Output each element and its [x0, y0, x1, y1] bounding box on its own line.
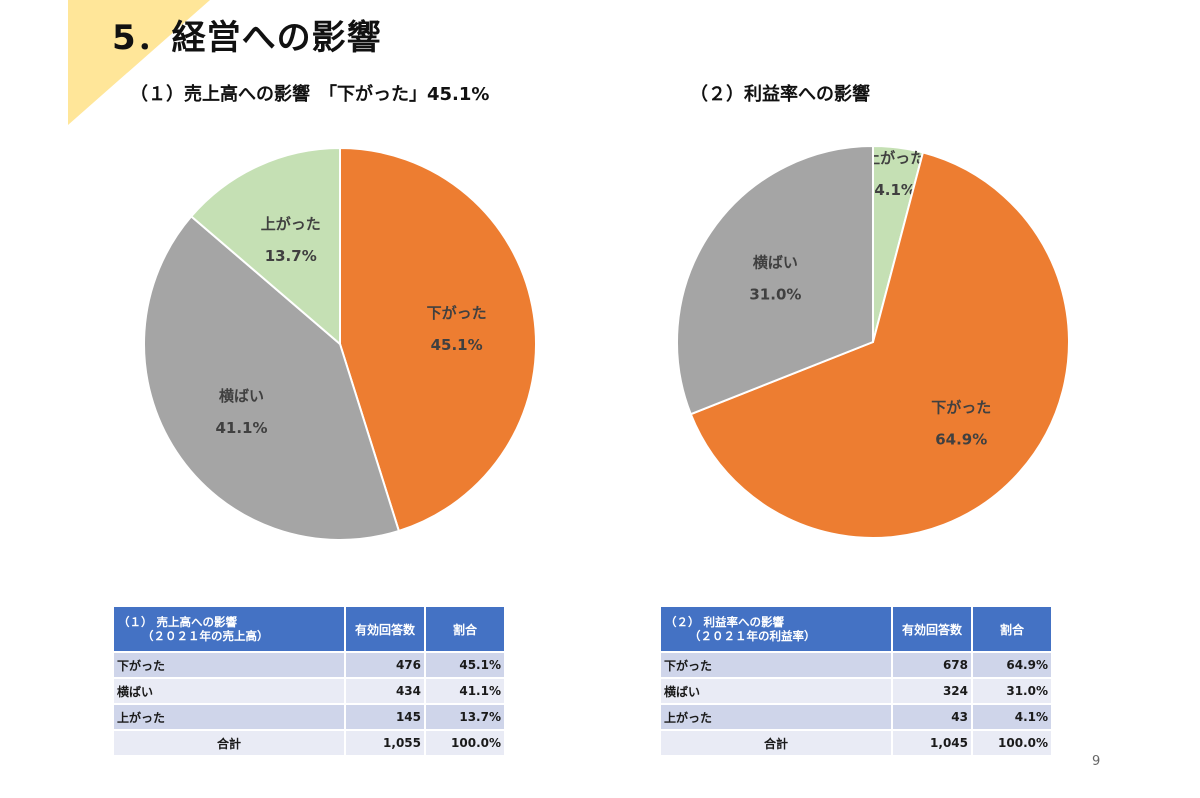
row-count: 476	[346, 653, 424, 677]
pie-slice-label: 横ばい	[219, 387, 264, 405]
row-ratio: 64.9%	[973, 653, 1051, 677]
pie-chart-sales: 下がった 45.1% 横ばい 41.1% 上がった 13.7%	[143, 146, 537, 541]
table-total-row: 合計 1,055 100.0%	[114, 731, 504, 755]
pie-slice	[676, 144, 874, 416]
table-row: 下がった 476 45.1%	[114, 653, 504, 677]
row-label: 下がった	[114, 653, 344, 677]
table-row: 下がった 678 64.9%	[661, 653, 1051, 677]
table-header-ratio: 割合	[426, 607, 504, 651]
pie-slice-value: 45.1%	[431, 336, 483, 354]
corner-accent-triangle	[68, 0, 210, 125]
page-number: 9	[1092, 754, 1101, 769]
row-count: 43	[893, 705, 971, 729]
row-ratio: 13.7%	[426, 705, 504, 729]
table-row: 上がった 43 4.1%	[661, 705, 1051, 729]
row-count: 324	[893, 679, 971, 703]
total-count: 1,055	[346, 731, 424, 755]
row-label: 横ばい	[114, 679, 344, 703]
table-header-count: 有効回答数	[893, 607, 971, 651]
page-title: 5．経営への影響	[112, 18, 382, 58]
row-label: 横ばい	[661, 679, 891, 703]
table-header-line2: （２０２１年の売上高）	[142, 629, 269, 643]
total-count: 1,045	[893, 731, 971, 755]
chart2-subtitle: （２）利益率への影響	[690, 84, 870, 105]
pie-slice-value: 4.1%	[874, 181, 916, 199]
pie-slice-value: 41.1%	[215, 419, 267, 437]
pie-slice-label: 下がった	[931, 398, 991, 416]
table-header-count: 有効回答数	[346, 607, 424, 651]
pie-slice	[189, 146, 341, 347]
pie-slice-label: 下がった	[427, 304, 487, 322]
row-ratio: 41.1%	[426, 679, 504, 703]
table-header-line1: （１） 売上高への影響	[118, 615, 238, 629]
table-header-line2: （２０２１年の利益率）	[689, 629, 816, 643]
table-row: 横ばい 434 41.1%	[114, 679, 504, 703]
row-count: 678	[893, 653, 971, 677]
pie-slice	[689, 151, 1070, 539]
table-sales-impact: （１） 売上高への影響 （２０２１年の売上高） 有効回答数 割合 下がった 47…	[112, 605, 506, 757]
chart1-subtitle: （１）売上高への影響 「下がった」45.1%	[130, 84, 490, 105]
row-label: 下がった	[661, 653, 891, 677]
table-row: 横ばい 324 31.0%	[661, 679, 1051, 703]
row-count: 145	[346, 705, 424, 729]
pie-chart-profit: 上がった 4.1% 下がった 64.9% 横ばい 31.0%	[676, 144, 1070, 539]
row-label: 上がった	[114, 705, 344, 729]
pie-slice	[339, 146, 537, 533]
row-ratio: 4.1%	[973, 705, 1051, 729]
pie-slice-value: 64.9%	[935, 430, 987, 448]
table-header-line1: （２） 利益率への影響	[665, 615, 785, 629]
pie-slice-label: 上がった	[865, 149, 925, 167]
pie-slice-value: 13.7%	[265, 247, 317, 265]
table-header-title: （１） 売上高への影響 （２０２１年の売上高）	[114, 607, 344, 651]
total-label: 合計	[661, 731, 891, 755]
row-ratio: 31.0%	[973, 679, 1051, 703]
total-ratio: 100.0%	[426, 731, 504, 755]
pie-slice-label: 上がった	[261, 215, 321, 233]
row-ratio: 45.1%	[426, 653, 504, 677]
row-count: 434	[346, 679, 424, 703]
table-total-row: 合計 1,045 100.0%	[661, 731, 1051, 755]
pie-slice	[143, 214, 401, 541]
table-profit-impact: （２） 利益率への影響 （２０２１年の利益率） 有効回答数 割合 下がった 67…	[659, 605, 1053, 757]
pie-slice-value: 31.0%	[749, 286, 801, 304]
table-row: 上がった 145 13.7%	[114, 705, 504, 729]
pie-slice-label: 横ばい	[753, 254, 798, 272]
total-ratio: 100.0%	[973, 731, 1051, 755]
table-header-title: （２） 利益率への影響 （２０２１年の利益率）	[661, 607, 891, 651]
total-label: 合計	[114, 731, 344, 755]
table-header-ratio: 割合	[973, 607, 1051, 651]
row-label: 上がった	[661, 705, 891, 729]
